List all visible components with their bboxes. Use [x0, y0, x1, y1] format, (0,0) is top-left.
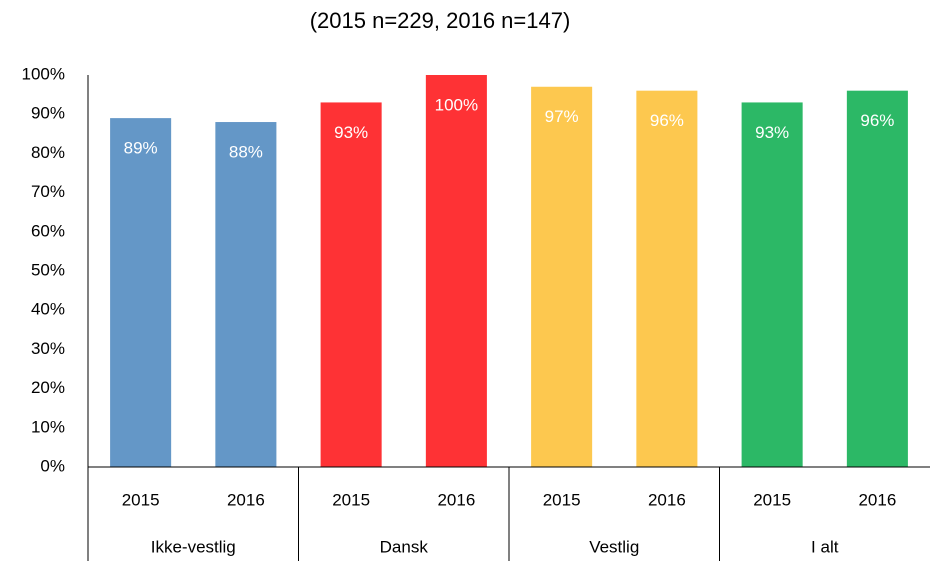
y-tick-label: 20%: [31, 378, 65, 397]
data-label: 89%: [124, 139, 158, 158]
x-tick-label: 2016: [227, 490, 265, 509]
bar: [846, 90, 908, 468]
bar: [741, 102, 803, 467]
y-tick-label: 10%: [31, 417, 65, 436]
y-tick-label: 40%: [31, 300, 65, 319]
group-label: Dansk: [380, 537, 429, 556]
y-tick-label: 60%: [31, 221, 65, 240]
bar: [636, 90, 698, 468]
data-label: 96%: [860, 111, 894, 130]
bar: [110, 118, 172, 468]
data-label: 93%: [755, 123, 789, 142]
y-tick-label: 50%: [31, 260, 65, 279]
x-tick-label: 2016: [858, 490, 896, 509]
bar: [320, 102, 382, 467]
group-label: I alt: [811, 537, 839, 556]
x-tick-label: 2016: [437, 490, 475, 509]
y-tick-label: 90%: [31, 104, 65, 123]
x-tick-label: 2015: [753, 490, 791, 509]
x-tick-label: 2015: [543, 490, 581, 509]
chart-title: (2015 n=229, 2016 n=147): [310, 8, 571, 33]
data-label: 96%: [650, 111, 684, 130]
data-label: 93%: [334, 123, 368, 142]
data-label: 88%: [229, 143, 263, 162]
y-tick-label: 30%: [31, 339, 65, 358]
data-label: 97%: [545, 107, 579, 126]
bar: [531, 86, 593, 467]
y-tick-label: 0%: [40, 456, 65, 475]
bar: [425, 75, 487, 467]
x-tick-label: 2015: [122, 490, 160, 509]
data-label: 100%: [435, 95, 478, 114]
y-tick-label: 100%: [22, 64, 65, 83]
x-tick-label: 2015: [332, 490, 370, 509]
group-label: Vestlig: [589, 537, 639, 556]
x-tick-label: 2016: [648, 490, 686, 509]
group-label: Ikke-vestlig: [151, 537, 236, 556]
bar: [215, 122, 277, 467]
y-tick-label: 80%: [31, 143, 65, 162]
y-tick-label: 70%: [31, 182, 65, 201]
